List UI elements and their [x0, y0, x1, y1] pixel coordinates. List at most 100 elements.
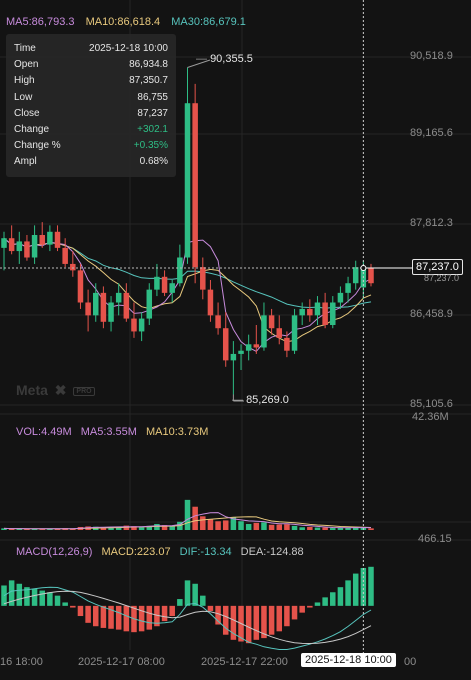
time-axis-label: 2025-12-17 22:00: [201, 656, 288, 668]
macd-bar: [253, 605, 260, 640]
volume-bar: [230, 517, 237, 530]
candle-body: [307, 308, 313, 316]
volume-bar: [100, 527, 107, 530]
volume-legend: VOL:4.49M MA5:3.55M MA10:3.73M: [16, 426, 208, 438]
candle: [352, 260, 359, 290]
macd-bar: [345, 580, 351, 606]
macd-bar: [200, 595, 206, 606]
tooltip-row: Close 87,237: [14, 108, 168, 122]
candle-body: [1, 238, 7, 248]
volume-bar: [284, 524, 290, 530]
high-value: 90,355.5: [210, 53, 253, 65]
candle: [62, 238, 68, 268]
candle-body: [337, 292, 344, 303]
crosshair-time-tag: 2025-12-18 10:00: [301, 653, 396, 667]
candle: [337, 286, 344, 309]
volume-bar: [192, 506, 198, 530]
candle: [245, 334, 252, 361]
candle: [77, 263, 84, 309]
macd-bar: [245, 605, 252, 644]
macd-bar: [299, 605, 305, 613]
volume-bar: [146, 525, 153, 530]
candle: [330, 296, 336, 329]
candle-body: [8, 238, 15, 252]
candle-body: [146, 289, 153, 319]
candle: [100, 286, 107, 329]
macd-bar: [307, 605, 313, 608]
volume-axis-top: 42.36M: [412, 411, 449, 423]
macd-bar: [169, 605, 175, 617]
high-leader: [187, 59, 211, 69]
candle-body: [85, 302, 91, 316]
macd-bar: [138, 605, 145, 632]
candle-body: [184, 103, 191, 258]
candle: [1, 231, 7, 271]
macd-bar: [352, 573, 359, 606]
candle: [299, 302, 305, 326]
candle: [39, 222, 45, 248]
ma5-legend: MA5:86,793.3: [6, 16, 75, 28]
crosshair-time-value: 2025-12-18 10:00: [305, 654, 392, 666]
candle-body: [77, 270, 84, 303]
price-axis-label: 87,812.3: [410, 217, 453, 229]
high-annotation: — 90,355.5: [196, 53, 253, 65]
candle-body: [230, 353, 237, 361]
low-annotation: — 85,269.0: [232, 394, 289, 406]
candle-body: [284, 337, 290, 351]
volume-bar: [154, 523, 160, 530]
volume-bar: [222, 520, 229, 530]
candle: [24, 235, 30, 261]
candle: [368, 263, 374, 287]
macd-bar: [291, 605, 298, 620]
watermark-name: Meta: [16, 382, 48, 398]
candle: [108, 296, 114, 332]
volume-bar: [368, 528, 374, 530]
volume-bar: [200, 516, 206, 530]
macd-bar: [322, 597, 328, 606]
candle-body: [54, 231, 61, 248]
volume-bar: [138, 527, 145, 530]
volume-bar: [24, 528, 30, 530]
volume-bar: [238, 521, 244, 530]
macd-bar: [154, 605, 160, 627]
macd-bar: [100, 605, 107, 628]
volume-bar: [330, 528, 336, 530]
candle-body: [39, 235, 45, 245]
volume-bar: [39, 529, 45, 530]
candle: [146, 283, 153, 326]
candle-body: [108, 302, 114, 322]
candle: [238, 344, 244, 371]
candle: [222, 312, 229, 367]
macd-bar: [368, 566, 374, 606]
candle-body: [314, 302, 321, 316]
candle: [314, 296, 321, 326]
candle: [161, 270, 168, 297]
candle-body: [207, 289, 214, 316]
macd-bar: [62, 602, 68, 606]
time-axis-label: 00: [404, 656, 417, 668]
current-price-tag[interactable]: 87,237.0: [412, 259, 463, 275]
volume-bar: [352, 527, 359, 530]
volume-bar: [16, 528, 23, 530]
candle: [200, 257, 206, 300]
candle: [169, 280, 175, 303]
crosshair-dot: [360, 264, 367, 271]
volume-bar: [54, 528, 61, 530]
macd-bar: [360, 567, 367, 606]
watermark-badge: PRO: [73, 386, 95, 396]
macd-bar: [70, 605, 76, 608]
volume-bar: [276, 524, 283, 530]
macd-bar: [192, 583, 198, 606]
macd-bar: [24, 587, 30, 606]
candle: [230, 341, 237, 395]
volume-bar: [299, 527, 305, 530]
ma10-legend: MA10:86,618.4: [85, 16, 161, 28]
macd-bar: [108, 605, 114, 629]
candle-body: [322, 302, 328, 326]
volume-bar: [215, 521, 221, 530]
macd-bar: [85, 605, 91, 623]
macd-bar: [268, 605, 275, 635]
candle-body: [138, 318, 145, 332]
candle-body: [131, 318, 137, 332]
